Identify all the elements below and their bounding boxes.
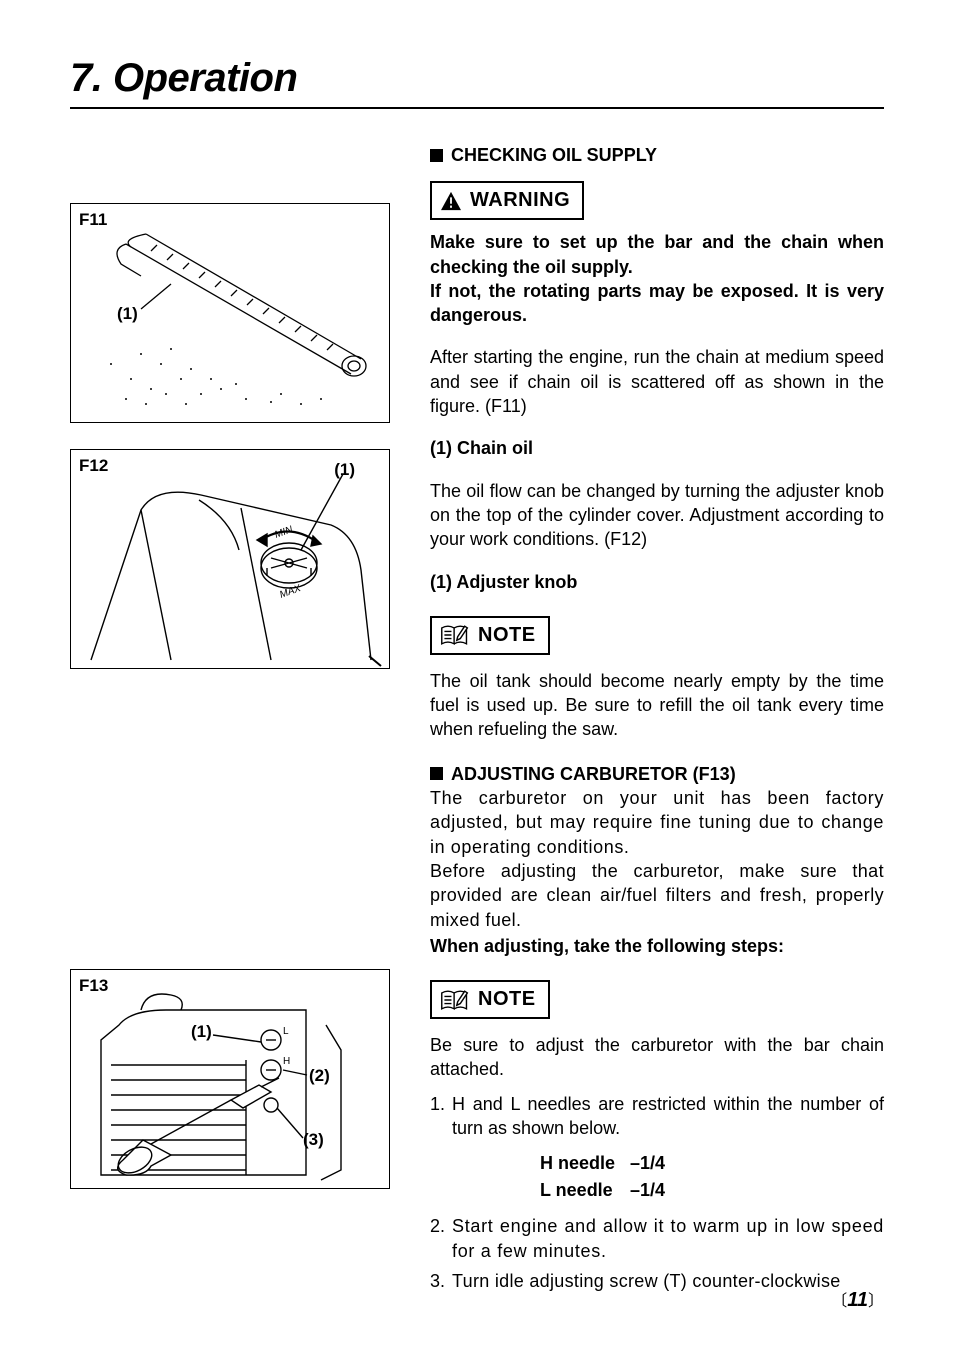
paragraph-after-warning: After starting the engine, run the chain… [430, 345, 884, 418]
step-1-text: H and L needles are restricted within th… [452, 1092, 884, 1141]
figure-f11-callout-1: (1) [117, 304, 138, 324]
item-chain-oil: (1) Chain oil [430, 436, 884, 460]
page-number: 〔11〕 [831, 1287, 884, 1312]
figure-f12: F12 (1) [70, 449, 390, 669]
figure-f13-callout-1: (1) [191, 1022, 212, 1042]
figure-label-f13: F13 [79, 976, 108, 996]
carburetor-p3: When adjusting, take the following steps… [430, 934, 884, 958]
item-adjuster-knob: (1) Adjuster knob [430, 570, 884, 594]
square-bullet-icon [430, 149, 443, 162]
section-heading-oil-text: CHECKING OIL SUPPLY [451, 143, 657, 167]
note-1-text: The oil tank should become nearly empty … [430, 669, 884, 742]
warning-triangle-icon [440, 191, 462, 211]
list-item: 3. Turn idle adjusting screw (T) counter… [430, 1269, 884, 1293]
note-2-text: Be sure to adjust the carburetor with th… [430, 1033, 884, 1082]
needle-settings: H needle–1/4 L needle–1/4 [540, 1150, 884, 1204]
list-item: 2. Start engine and allow it to warm up … [430, 1214, 884, 1263]
note-label-1: NOTE [478, 622, 536, 649]
figure-f13-callout-3: (3) [303, 1130, 324, 1150]
steps-list-2: 2. Start engine and allow it to warm up … [430, 1214, 884, 1293]
oil-scatter-dots [110, 348, 322, 405]
figure-f13: F13 (1) (2) (3) [70, 969, 390, 1189]
page-number-value: 11 [847, 1289, 868, 1311]
step-number: 3. [430, 1269, 452, 1293]
left-column: F11 (1) [70, 143, 390, 1293]
figure-f12-callout-1: (1) [334, 460, 355, 480]
note-callout-1: NOTE [430, 616, 550, 655]
figure-f12-drawing: MIN MAX [71, 450, 391, 670]
page: 7. Operation F11 (1) [0, 0, 954, 1348]
note-label-2: NOTE [478, 986, 536, 1013]
page-number-close: 〕 [868, 1293, 884, 1310]
f13-h-label: H [283, 1056, 290, 1067]
warning-label: WARNING [470, 187, 570, 214]
carburetor-p1: The carburetor on your unit has been fac… [430, 786, 884, 859]
step-number: 1. [430, 1092, 452, 1141]
square-bullet-icon-2 [430, 767, 443, 780]
chapter-title: 7. Operation [70, 56, 884, 101]
f12-min-label: MIN [273, 524, 295, 541]
needle-h-label: H needle [540, 1150, 630, 1177]
section-heading-oil: CHECKING OIL SUPPLY [430, 143, 884, 167]
step-number: 2. [430, 1214, 452, 1263]
two-column-layout: F11 (1) [70, 143, 884, 1293]
note-callout-2: NOTE [430, 980, 550, 1019]
f13-l-label: L [283, 1026, 289, 1037]
figure-label-f12: F12 [79, 456, 108, 476]
page-number-open: 〔 [831, 1293, 847, 1310]
section-heading-carburetor: ADJUSTING CARBURETOR (F13) [430, 762, 884, 786]
section-heading-carburetor-text: ADJUSTING CARBURETOR (F13) [451, 762, 736, 786]
title-rule [70, 107, 884, 109]
carburetor-p2: Before adjusting the carburetor, make su… [430, 859, 884, 932]
step-2-text: Start engine and allow it to warm up in … [452, 1214, 884, 1263]
needle-l-value: –1/4 [630, 1177, 665, 1204]
f12-max-label: MAX [278, 583, 302, 601]
figure-f13-callout-2: (2) [309, 1066, 330, 1086]
steps-list: 1. H and L needles are restricted within… [430, 1092, 884, 1141]
figure-label-f11: F11 [79, 210, 107, 230]
step-3-text: Turn idle adjusting screw (T) counter-cl… [452, 1269, 884, 1293]
warning-text-2: If not, the rotating parts may be expose… [430, 279, 884, 328]
needle-l-label: L needle [540, 1177, 630, 1204]
figure-f11: F11 (1) [70, 203, 390, 423]
list-item: 1. H and L needles are restricted within… [430, 1092, 884, 1141]
warning-text-1: Make sure to set up the bar and the chai… [430, 230, 884, 279]
needle-h-value: –1/4 [630, 1150, 665, 1177]
figure-f13-drawing: L H [71, 970, 391, 1190]
right-column: CHECKING OIL SUPPLY WARNING Make sure to… [430, 143, 884, 1293]
paragraph-oil-flow: The oil flow can be changed by turning t… [430, 479, 884, 552]
warning-callout: WARNING [430, 181, 584, 220]
note-book-icon-2 [440, 989, 470, 1011]
note-book-icon [440, 624, 470, 646]
